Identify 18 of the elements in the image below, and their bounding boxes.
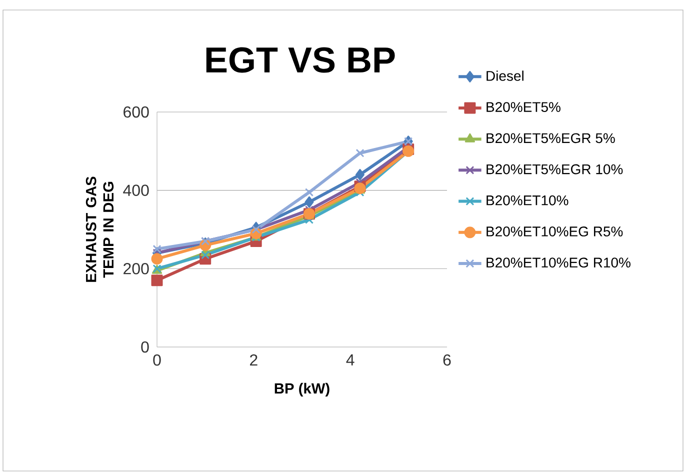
legend-label: B20%ET10%EG R10% bbox=[486, 258, 630, 268]
y-tick-label: 600 bbox=[124, 106, 149, 118]
legend-label: B20%ET5% bbox=[486, 102, 560, 112]
x-axis-title: BP (kW) bbox=[274, 382, 330, 397]
y-axis-title: EXHAUST GAS TEMP IN DEG bbox=[86, 176, 114, 282]
legend-label: Diesel bbox=[486, 70, 524, 81]
x-tick-label: 6 bbox=[443, 354, 451, 366]
x-tick-label: 2 bbox=[250, 354, 258, 366]
legend-label: B20%ET5%EGR 5% bbox=[486, 133, 615, 144]
y-tick-label: 0 bbox=[141, 341, 149, 353]
legend-label: B20%ET5%EGR 10% bbox=[486, 164, 623, 174]
y-tick-label: 400 bbox=[123, 184, 149, 196]
y-tick-label: 200 bbox=[124, 262, 149, 274]
legend-label: B20%ET10%EG R5% bbox=[486, 226, 623, 236]
legend-label: B20%ET10% bbox=[486, 195, 568, 206]
x-tick-label: 4 bbox=[346, 354, 354, 366]
x-tick-label: 0 bbox=[153, 354, 161, 366]
chart-title: EGT VS BP bbox=[206, 47, 395, 73]
